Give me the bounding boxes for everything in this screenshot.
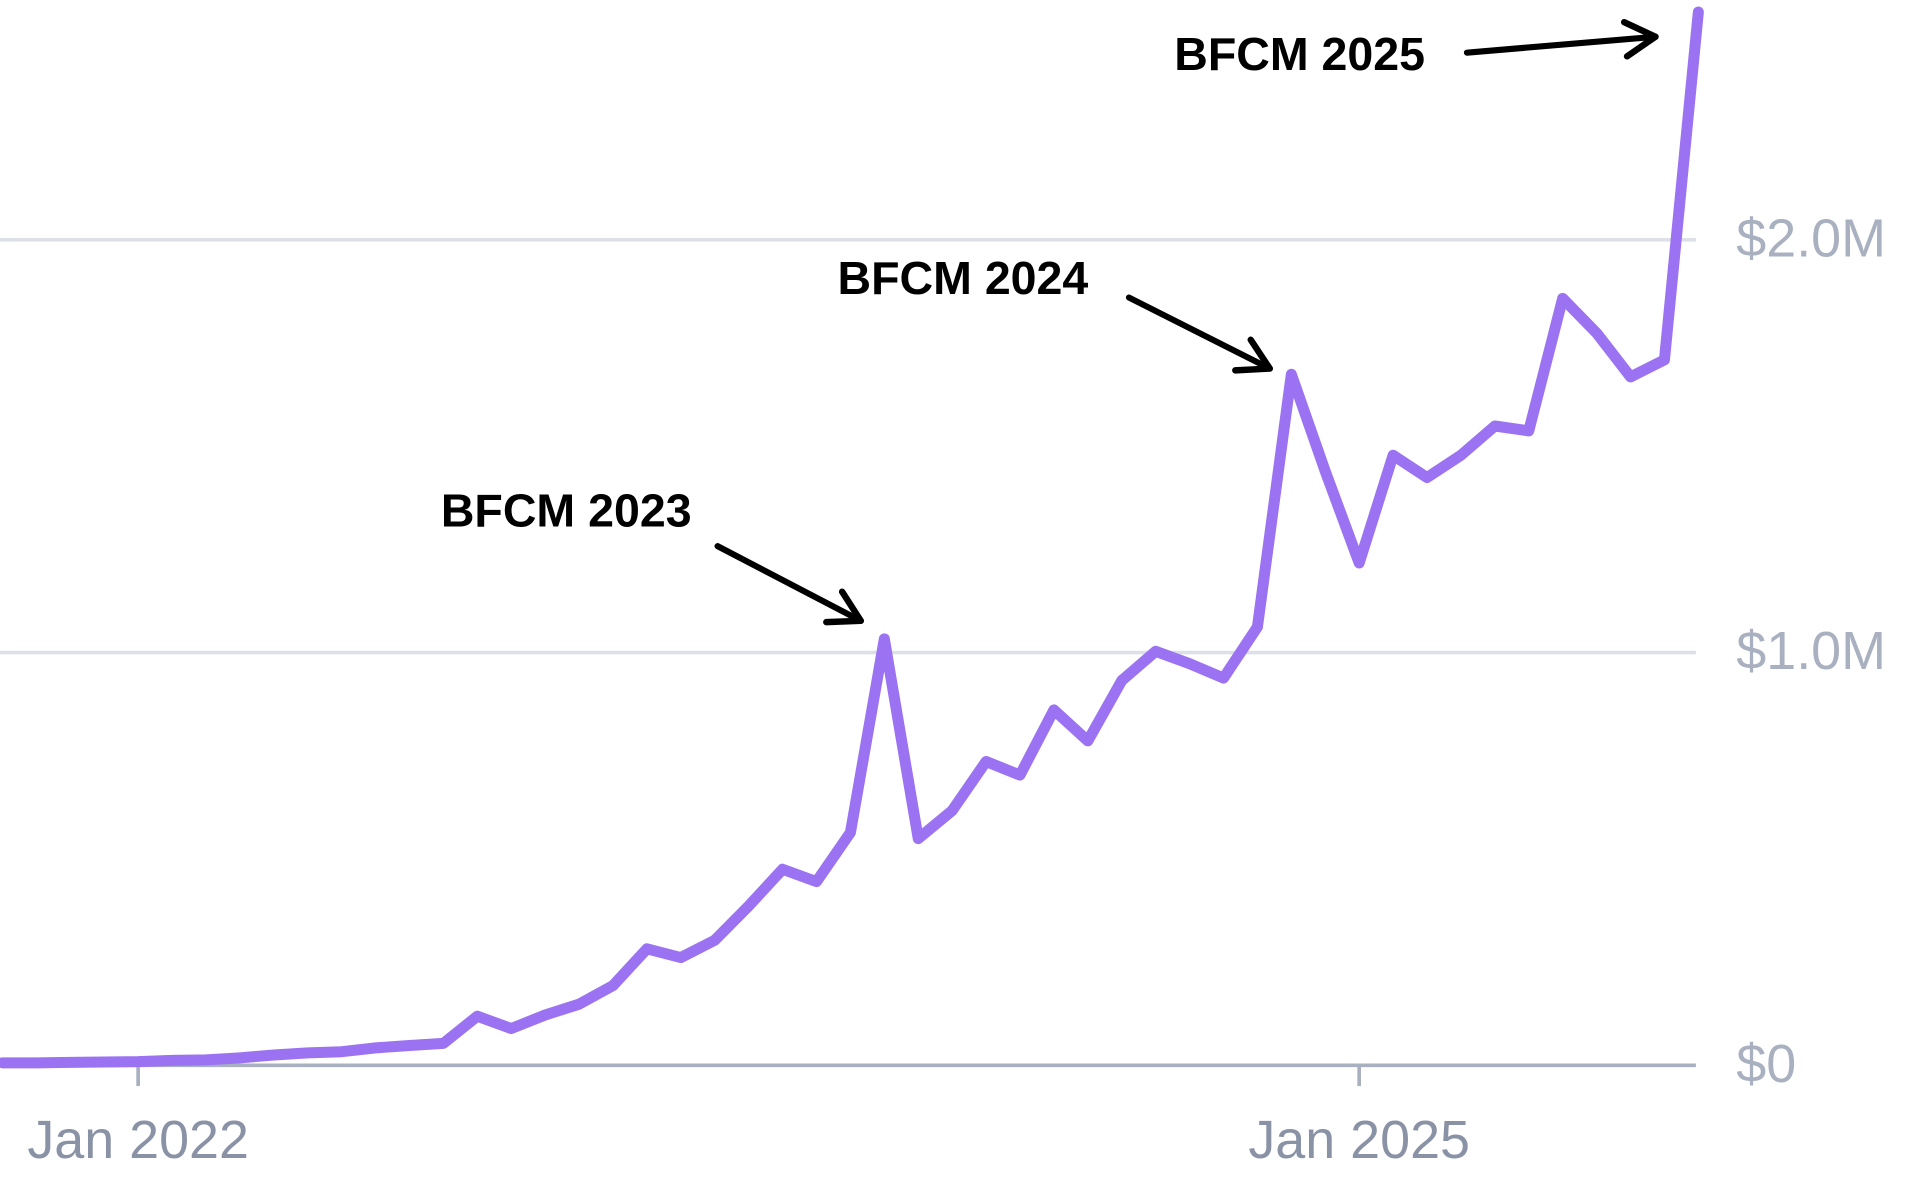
y-tick-label: $2.0M <box>1736 208 1886 268</box>
annotation-arrow <box>1463 18 1659 60</box>
y-tick-label: $0 <box>1736 1034 1796 1094</box>
x-tick-label: Jan 2025 <box>1248 1110 1470 1170</box>
annotation-arrow <box>714 543 865 626</box>
revenue-line <box>0 6 1704 1069</box>
annotation-label: BFCM 2023 <box>441 485 692 537</box>
annotation-label: BFCM 2025 <box>1174 28 1425 80</box>
annotation-arrow <box>1125 294 1274 374</box>
annotation-label: BFCM 2024 <box>838 252 1089 304</box>
x-tick-label: Jan 2022 <box>27 1110 249 1170</box>
y-tick-label: $1.0M <box>1736 621 1886 681</box>
